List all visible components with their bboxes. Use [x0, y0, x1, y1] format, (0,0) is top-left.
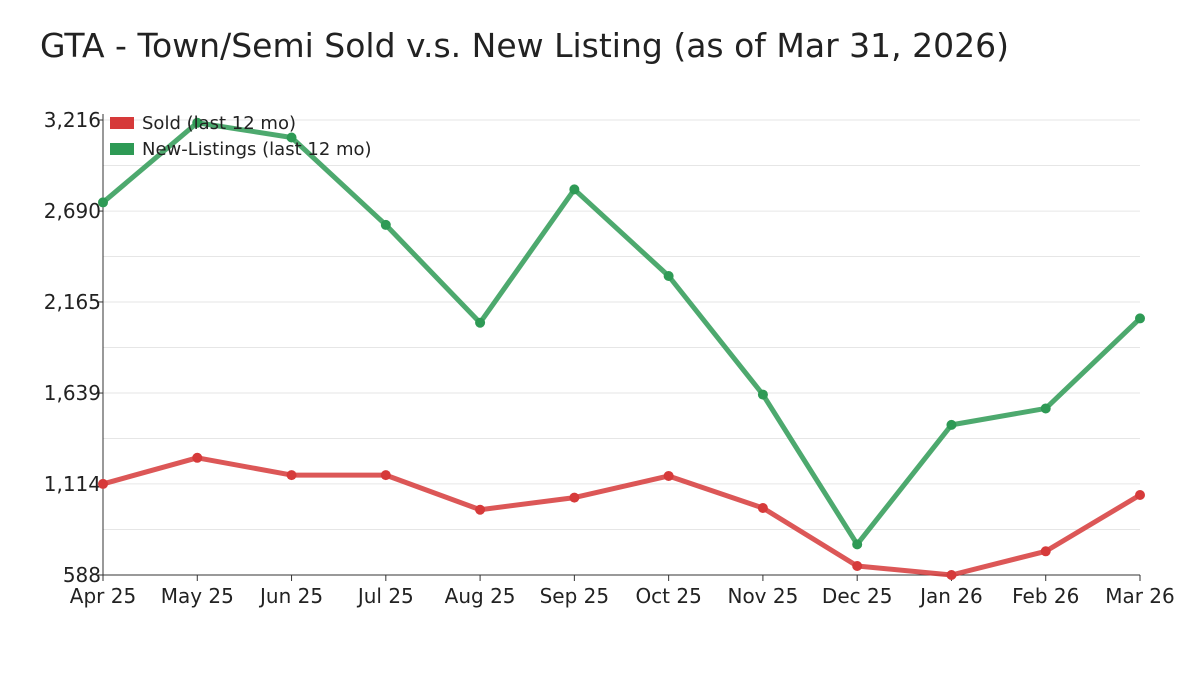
series-sold [98, 452, 1145, 580]
legend-item[interactable]: Sold (last 12 mo) [110, 113, 296, 134]
y-tick-label: 2,165 [44, 290, 101, 314]
data-point[interactable] [475, 317, 486, 328]
x-tick-label: Feb 26 [1012, 584, 1079, 608]
legend-label: New-Listings (last 12 mo) [142, 139, 372, 160]
y-tick-label: 1,114 [44, 472, 101, 496]
data-point[interactable] [192, 117, 203, 128]
y-axis-ticks: 588 1,114 1,639 2,165 2,690 3,216 [44, 108, 103, 587]
data-point[interactable] [569, 184, 580, 195]
y-tick-label: 588 [63, 563, 101, 587]
data-point[interactable] [852, 560, 863, 571]
x-tick-label: Jun 25 [258, 584, 323, 608]
gridlines [103, 119, 1140, 530]
chart-title: GTA - Town/Semi Sold v.s. New Listing (a… [40, 26, 1009, 65]
series-new-listings [98, 117, 1145, 550]
x-tick-label: May 25 [161, 584, 234, 608]
data-point[interactable] [1040, 403, 1051, 414]
x-tick-label: Apr 25 [70, 584, 136, 608]
legend-swatch [110, 117, 134, 129]
data-point[interactable] [757, 389, 768, 400]
data-point[interactable] [946, 419, 957, 430]
y-tick-label: 2,690 [44, 199, 101, 223]
data-point[interactable] [192, 452, 203, 463]
series-line [100, 455, 1143, 578]
x-axis-ticks: Apr 25 May 25 Jun 25 Jul 25 Aug 25 Sep 25 Oct … [70, 575, 1175, 608]
legend-item[interactable]: New-Listings (last 12 mo) [110, 139, 372, 160]
data-point[interactable] [286, 470, 297, 481]
data-point[interactable] [852, 539, 863, 550]
x-tick-label: Mar 26 [1105, 584, 1175, 608]
data-point[interactable] [663, 270, 674, 281]
data-point[interactable] [663, 470, 674, 481]
series [98, 117, 1145, 580]
x-tick-label: Sep 25 [540, 584, 610, 608]
x-tick-label: Dec 25 [822, 584, 893, 608]
axes [102, 114, 1140, 576]
data-point[interactable] [98, 197, 108, 208]
legend[interactable]: Sold (last 12 mo) New-Listings (last 12 m… [110, 113, 372, 160]
data-point[interactable] [946, 570, 957, 580]
y-tick-label: 3,216 [44, 108, 101, 132]
legend-swatch [110, 143, 134, 155]
data-point[interactable] [757, 502, 768, 513]
legend-label: Sold (last 12 mo) [142, 113, 296, 134]
data-point[interactable] [286, 132, 297, 143]
x-tick-label: Nov 25 [727, 584, 798, 608]
data-point[interactable] [569, 492, 580, 503]
x-tick-label: Jan 26 [918, 584, 983, 608]
data-point[interactable] [475, 504, 486, 515]
data-point[interactable] [1040, 546, 1051, 557]
x-tick-label: Aug 25 [445, 584, 516, 608]
data-point[interactable] [380, 470, 391, 481]
series-line [100, 120, 1143, 547]
data-point[interactable] [380, 219, 391, 230]
data-point[interactable] [1135, 313, 1145, 324]
x-tick-label: Oct 25 [635, 584, 701, 608]
y-tick-label: 1,639 [44, 381, 101, 405]
x-tick-label: Jul 25 [356, 584, 414, 608]
data-point[interactable] [1135, 490, 1145, 501]
data-point[interactable] [98, 478, 108, 489]
